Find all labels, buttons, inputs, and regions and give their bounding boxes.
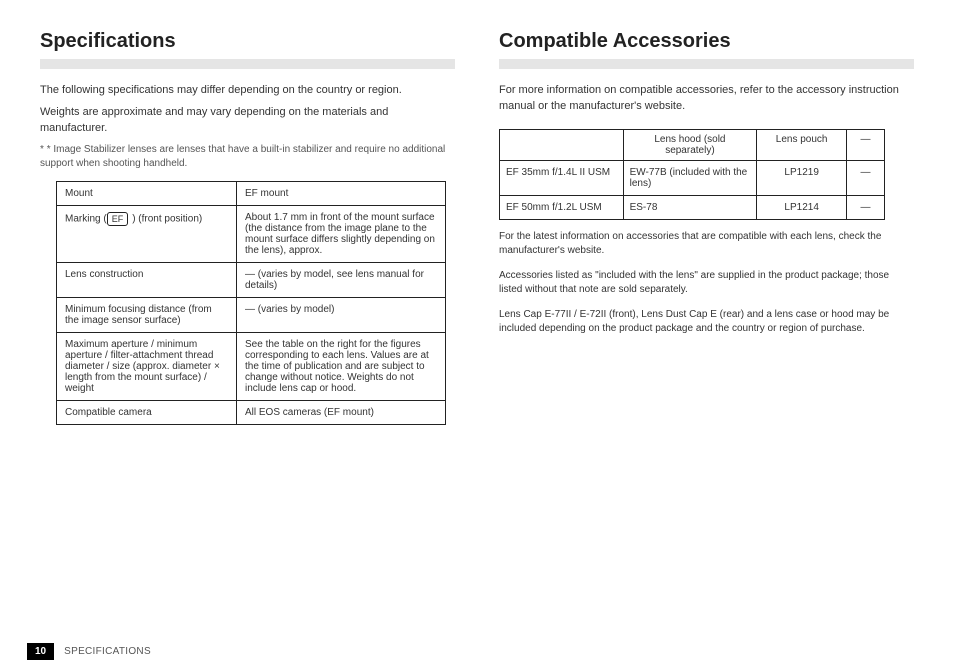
compat-cell: —	[847, 195, 885, 219]
spec-row: Minimum focusing distance (from the imag…	[57, 297, 446, 332]
left-intro-1: The following specifications may differ …	[40, 83, 455, 99]
left-intro-2: Weights are approximate and may vary dep…	[40, 105, 455, 137]
page-footer: 10 SPECIFICATIONS	[27, 643, 151, 660]
compat-h2: Lens pouch	[757, 129, 847, 160]
right-section-title: Compatible Accessories	[499, 30, 914, 53]
right-column: Compatible Accessories For more informat…	[499, 30, 914, 425]
spec-key: Minimum focusing distance (from the imag…	[57, 297, 237, 332]
after-4: Lens Cap E-77II / E-72II (front), Lens D…	[499, 308, 914, 337]
after-1: For the latest information on accessorie…	[499, 230, 914, 259]
compat-cell: LP1214	[757, 195, 847, 219]
compat-cell: LP1219	[757, 160, 847, 195]
footer-label: SPECIFICATIONS	[64, 646, 151, 657]
spec-table: MountEF mountMarking (EF) (front positio…	[56, 181, 446, 425]
page-number: 10	[27, 643, 54, 660]
right-section-bar	[499, 59, 914, 69]
spec-key: Marking (EF) (front position)	[57, 205, 237, 262]
left-section-title: Specifications	[40, 30, 455, 53]
right-intro: For more information on compatible acces…	[499, 83, 914, 115]
spec-row: MountEF mount	[57, 181, 446, 205]
spec-val: About 1.7 mm in front of the mount surfa…	[237, 205, 446, 262]
compat-cell: EW-77B (included with the lens)	[623, 160, 757, 195]
spec-val: — (varies by model, see lens manual for …	[237, 262, 446, 297]
spec-val: — (varies by model)	[237, 297, 446, 332]
compat-cell: ES-78	[623, 195, 757, 219]
after-2: Accessories listed as "included with the…	[499, 269, 914, 298]
compat-row: EF 50mm f/1.2L USMES-78LP1214—	[500, 195, 885, 219]
spec-val: EF mount	[237, 181, 446, 205]
spec-key: Maximum aperture / minimum aperture / fi…	[57, 332, 237, 400]
spec-key: Lens construction	[57, 262, 237, 297]
left-note-text: * Image Stabilizer lenses are lenses tha…	[40, 144, 445, 169]
spec-key: Compatible camera	[57, 400, 237, 424]
spec-row: Maximum aperture / minimum aperture / fi…	[57, 332, 446, 400]
spec-val: See the table on the right for the figur…	[237, 332, 446, 400]
spec-row: Compatible cameraAll EOS cameras (EF mou…	[57, 400, 446, 424]
spec-row: Lens construction— (varies by model, see…	[57, 262, 446, 297]
spec-key: Mount	[57, 181, 237, 205]
compat-header-row: Lens hood (sold separately) Lens pouch —	[500, 129, 885, 160]
spec-row: Marking (EF) (front position)About 1.7 m…	[57, 205, 446, 262]
compat-h3: —	[847, 129, 885, 160]
compat-row: EF 35mm f/1.4L II USMEW-77B (included wi…	[500, 160, 885, 195]
compat-h1: Lens hood (sold separately)	[623, 129, 757, 160]
compat-cell: —	[847, 160, 885, 195]
spec-val: All EOS cameras (EF mount)	[237, 400, 446, 424]
mount-mark-icon: EF	[107, 212, 129, 226]
compat-h0	[500, 129, 624, 160]
left-section-bar	[40, 59, 455, 69]
left-column: Specifications The following specificati…	[40, 30, 455, 425]
compat-table: Lens hood (sold separately) Lens pouch —…	[499, 129, 885, 220]
compat-cell: EF 35mm f/1.4L II USM	[500, 160, 624, 195]
left-note: * * Image Stabilizer lenses are lenses t…	[40, 143, 455, 171]
compat-cell: EF 50mm f/1.2L USM	[500, 195, 624, 219]
